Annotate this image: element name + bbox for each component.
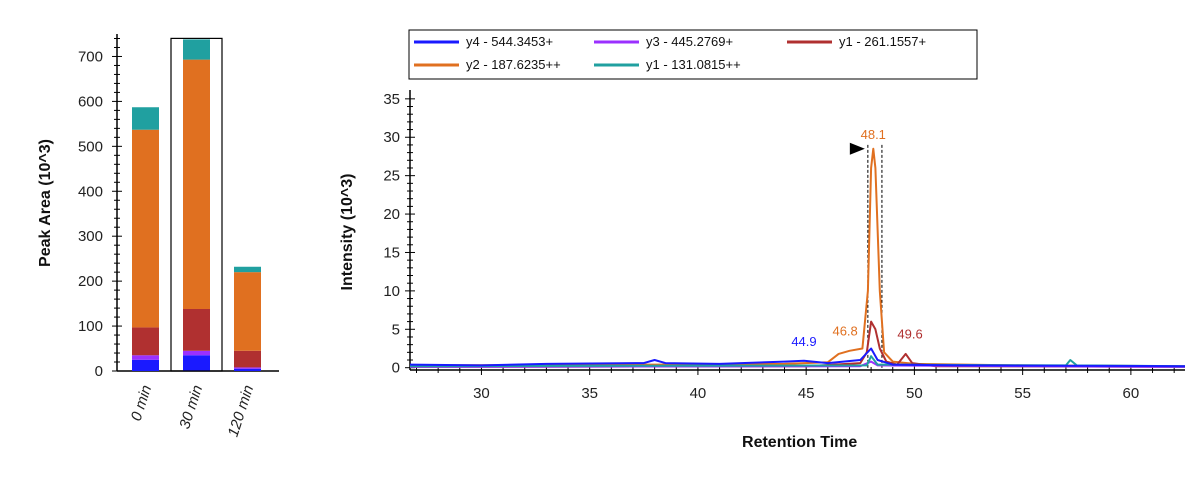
legend-label: y2 - 187.6235++ [466, 57, 561, 72]
bar-segment [183, 350, 210, 356]
bar-segment [132, 107, 159, 130]
bar-y-tick-label: 100 [78, 318, 103, 335]
line-y-axis-title: Intensity (10^3) [339, 174, 356, 291]
bar-category-label: 0 min [128, 383, 156, 423]
line-y-tick-label: 35 [383, 91, 400, 108]
legend-label: y1 - 261.1557+ [839, 34, 926, 49]
legend-label: y1 - 131.0815++ [646, 57, 741, 72]
bar-y-tick-label: 200 [78, 273, 103, 290]
bar-y-tick-label: 0 [95, 363, 103, 380]
bar-segment [132, 355, 159, 360]
legend-label: y3 - 445.2769+ [646, 34, 733, 49]
peak-area-bar-chart: 0 100 200 300 400 500 600 700 Peak Area (10^3) 0 … [37, 34, 279, 439]
peak-retention-label: 49.6 [897, 327, 922, 342]
bar-segment [183, 308, 210, 351]
line-y-tick-label: 10 [383, 283, 400, 300]
bar-segment [132, 359, 159, 371]
bar-y-tick-label: 500 [78, 138, 103, 155]
series-line-y4 [409, 347, 1186, 368]
series-line-y1a [409, 320, 1186, 368]
peak-retention-label: 48.1 [861, 127, 886, 142]
line-y-tick-label: 0 [392, 360, 400, 377]
line-x-tick-label: 45 [798, 385, 815, 402]
selected-bar-outline [170, 37, 223, 372]
peak-marker-arrow [849, 142, 865, 155]
line-y-tick-label: 25 [383, 168, 400, 185]
bar-category-label: 120 min [225, 383, 258, 439]
bar-segment [183, 39, 210, 60]
bar-segment [234, 367, 261, 369]
intensity-line-chart: y4 - 544.3453+ y3 - 445.2769+ y1 - 261.155… [339, 29, 1186, 451]
bar-segment [183, 59, 210, 309]
line-y-tick-label: 30 [383, 129, 400, 146]
bar-segment [234, 368, 261, 371]
line-y-tick-label: 5 [392, 321, 400, 338]
bar-y-tick-label: 300 [78, 228, 103, 245]
bar-y-axis-title: Peak Area (10^3) [37, 139, 54, 267]
bar-category-label: 30 min [176, 383, 206, 431]
line-y-tick-label: 15 [383, 244, 400, 261]
bar-y-tick-label: 600 [78, 93, 103, 110]
line-x-tick-label: 40 [690, 385, 707, 402]
line-x-tick-label: 60 [1123, 385, 1140, 402]
line-x-tick-label: 55 [1014, 385, 1031, 402]
line-x-tick-label: 35 [581, 385, 598, 402]
peak-retention-label: 46.8 [832, 323, 857, 338]
bar-segment [132, 129, 159, 328]
bar-segment [234, 350, 261, 368]
legend-box [408, 29, 978, 80]
line-x-tick-label: 50 [906, 385, 923, 402]
legend-label: y4 - 544.3453+ [466, 34, 553, 49]
line-y-tick-label: 20 [383, 206, 400, 223]
line-x-axis-title: Retention Time [742, 434, 857, 451]
bar-segment [234, 266, 261, 273]
line-x-tick-label: 30 [473, 385, 490, 402]
bar-segment [132, 327, 159, 356]
bar-segment [183, 355, 210, 371]
bar-segment [234, 272, 261, 351]
bar-y-tick-label: 700 [78, 48, 103, 65]
bar-y-tick-label: 400 [78, 183, 103, 200]
peak-retention-label: 44.9 [791, 334, 816, 349]
